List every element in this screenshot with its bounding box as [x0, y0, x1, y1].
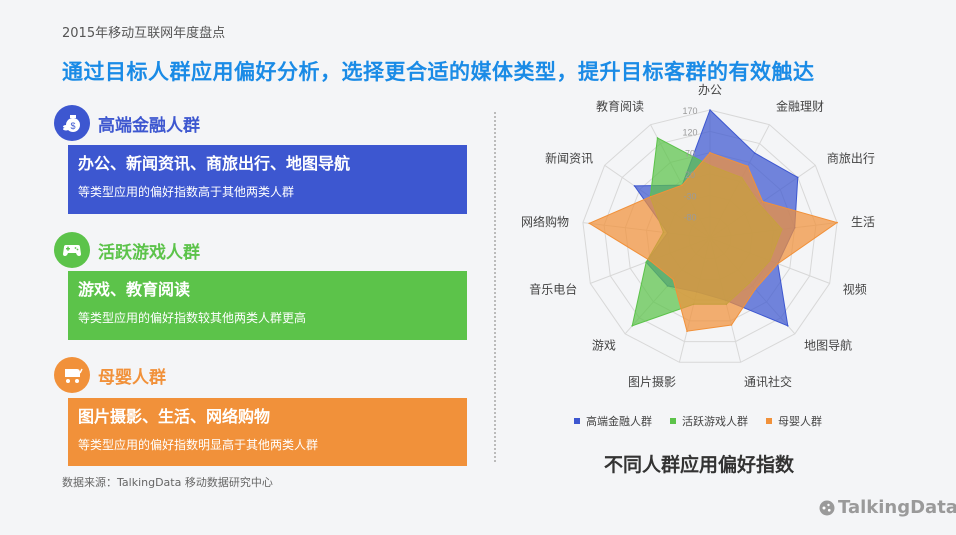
data-point	[787, 325, 789, 327]
data-point	[656, 137, 659, 139]
tick-label: -30	[683, 191, 696, 201]
data-point	[672, 278, 675, 281]
category-label: 生活	[851, 215, 875, 229]
data-point	[753, 152, 756, 154]
data-point	[649, 259, 651, 262]
tick-label: 20	[685, 170, 695, 180]
series-area	[588, 152, 839, 332]
group-head-maternal: 母婴人群	[54, 357, 166, 393]
svg-text:$: $	[70, 121, 75, 131]
chart-legend: 高端金融人群 活跃游戏人群 母婴人群	[574, 413, 840, 429]
category-label: 通讯社交	[744, 374, 792, 389]
category-label: 地图导航	[804, 337, 852, 352]
data-point	[754, 288, 757, 290]
legend-swatch-maternal	[766, 418, 772, 424]
gamepad-icon	[54, 232, 90, 268]
chart-title: 不同人群应用偏好指数	[604, 454, 795, 476]
category-label: 教育阅读	[596, 98, 644, 113]
group-title-finance: 高端金融人群	[98, 115, 200, 136]
baby-stroller-icon	[54, 357, 90, 393]
data-point	[649, 195, 652, 198]
category-label: 视频	[843, 281, 867, 296]
data-point	[796, 176, 799, 179]
grid-ring	[582, 109, 838, 363]
tick-label: 120	[682, 127, 697, 137]
data-point	[686, 330, 688, 333]
category-label: 音乐电台	[529, 281, 577, 296]
data-point	[777, 262, 779, 265]
talkingdata-logo-icon	[819, 500, 835, 515]
data-source: 数据来源：TalkingData 移动数据研究中心	[62, 476, 273, 489]
group-head-gaming: 活跃游戏人群	[54, 232, 200, 268]
group-main-maternal: 图片摄影、生活、网络购物	[78, 407, 271, 426]
group-title-maternal: 母婴人群	[98, 367, 166, 388]
data-point	[633, 185, 636, 187]
group-box-finance: 办公、新闻资讯、商旅出行、地图导航 等类型应用的偏好指数高于其他两类人群	[68, 145, 467, 214]
category-label: 办公	[698, 82, 722, 97]
page-top-title: 2015年移动互联网年度盘点	[62, 26, 226, 41]
legend-label-gaming: 活跃游戏人群	[682, 415, 748, 428]
brand-name: TalkingData	[838, 497, 956, 518]
group-main-finance: 办公、新闻资讯、商旅出行、地图导航	[78, 154, 351, 173]
legend-item-maternal: 母婴人群	[766, 413, 822, 429]
money-bag-icon: $	[54, 105, 90, 141]
group-sub-gaming: 等类型应用的偏好指数较其他两类人群更高	[78, 311, 307, 325]
data-point	[645, 261, 647, 264]
tick-label: 170	[682, 106, 697, 116]
category-label: 图片摄影	[628, 374, 676, 389]
data-point	[631, 325, 633, 327]
group-head-finance: $ 高端金融人群	[54, 105, 200, 141]
data-point	[681, 184, 684, 186]
legend-label-finance: 高端金融人群	[586, 415, 652, 428]
group-main-gaming: 游戏、教育阅读	[78, 280, 191, 299]
headline: 通过目标人群应用偏好分析，选择更合适的媒体类型，提升目标客群的有效触达	[62, 60, 815, 84]
group-sub-finance: 等类型应用的偏好指数高于其他两类人群	[78, 185, 295, 199]
group-box-gaming: 游戏、教育阅读 等类型应用的偏好指数较其他两类人群更高	[68, 271, 467, 340]
tick-label: 70	[685, 149, 695, 159]
divider	[494, 112, 496, 462]
data-point	[836, 221, 838, 224]
category-label: 商旅出行	[827, 150, 875, 165]
legend-label-maternal: 母婴人群	[778, 415, 822, 428]
category-label: 网络购物	[521, 214, 569, 229]
data-point	[709, 151, 711, 154]
data-point	[730, 324, 733, 326]
legend-swatch-gaming	[670, 418, 676, 424]
tick-label: -80	[683, 213, 696, 223]
grid-ring	[603, 130, 817, 343]
group-title-gaming: 活跃游戏人群	[98, 242, 200, 263]
data-point	[761, 200, 764, 203]
category-label: 金融理财	[776, 98, 824, 113]
data-point	[588, 222, 591, 225]
category-label: 新闻资讯	[545, 150, 593, 165]
category-label: 游戏	[592, 338, 616, 352]
group-box-maternal: 图片摄影、生活、网络购物 等类型应用的偏好指数明显高于其他两类人群	[68, 398, 467, 466]
legend-item-finance: 高端金融人群	[574, 413, 652, 429]
data-point	[746, 165, 749, 168]
brand-logo: TalkingData	[818, 497, 956, 518]
legend-swatch-finance	[574, 418, 580, 424]
data-point	[709, 109, 711, 111]
group-sub-maternal: 等类型应用的偏好指数明显高于其他两类人群	[78, 438, 319, 452]
legend-item-gaming: 活跃游戏人群	[670, 413, 748, 429]
